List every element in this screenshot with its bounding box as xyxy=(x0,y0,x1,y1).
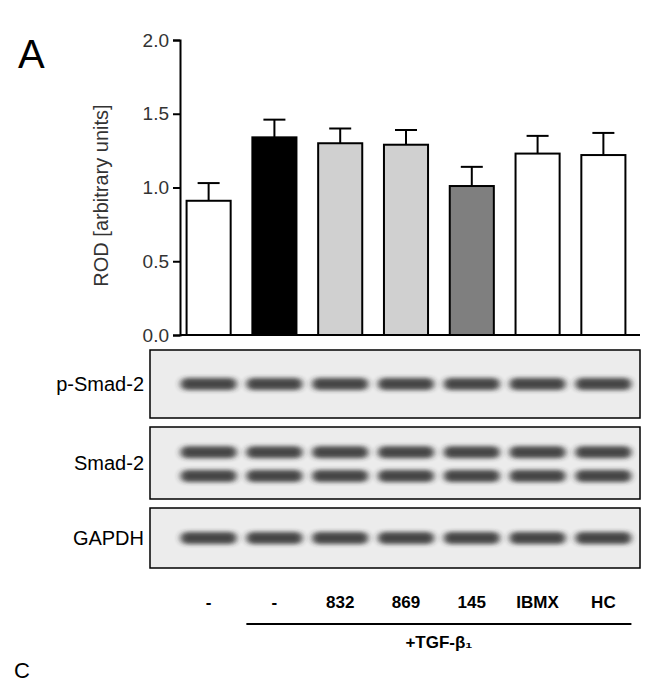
error-bar xyxy=(208,183,210,201)
y-tick-label: 1.5 xyxy=(143,103,169,124)
blot-band xyxy=(312,446,368,458)
blot-band xyxy=(246,470,302,482)
error-bar xyxy=(405,130,407,145)
blot-band xyxy=(444,378,500,390)
blot-band xyxy=(246,532,302,544)
error-cap xyxy=(329,128,351,130)
x-tick: - xyxy=(206,590,212,612)
blot-band xyxy=(444,470,500,482)
error-cap xyxy=(592,132,614,134)
x-tick: - xyxy=(272,590,278,612)
bar xyxy=(450,186,494,335)
x-tick-label: - xyxy=(206,593,212,612)
error-cap xyxy=(263,119,285,121)
blot-frame xyxy=(150,350,640,418)
x-tick: 145 xyxy=(458,590,486,612)
bars xyxy=(187,120,626,335)
error-bar xyxy=(602,133,604,155)
y-tick-label: 0.5 xyxy=(143,251,169,272)
error-cap xyxy=(461,166,483,168)
error-bar xyxy=(273,120,275,138)
bar xyxy=(516,154,560,335)
error-cap xyxy=(198,182,220,184)
y-tick-mark xyxy=(173,335,180,337)
x-tick-label: 832 xyxy=(326,593,354,612)
blot-band xyxy=(378,532,434,544)
blot-band xyxy=(378,446,434,458)
x-tick-label: IBMX xyxy=(516,593,559,612)
blot-band xyxy=(575,532,631,544)
figure: A 0.0 0.5 1.0 1.5 2.0 ROD [arbitrary units] p-S… xyxy=(0,0,650,682)
x-tick: 869 xyxy=(392,590,420,612)
x-tick: IBMX xyxy=(516,590,559,612)
blot-label: GAPDH xyxy=(73,527,144,549)
blot-band xyxy=(444,532,500,544)
blot-band xyxy=(510,446,566,458)
blot-label: p-Smad-2 xyxy=(56,373,144,395)
y-tick-mark xyxy=(173,40,180,42)
error-bar xyxy=(471,167,473,186)
blot-band xyxy=(246,446,302,458)
error-cap xyxy=(527,135,549,137)
y-axis: 0.0 0.5 1.0 1.5 2.0 xyxy=(143,30,181,346)
bar xyxy=(187,201,231,335)
x-tick-label: 869 xyxy=(392,593,420,612)
blot-band xyxy=(378,470,434,482)
error-bar xyxy=(339,129,341,144)
blot-band xyxy=(312,532,368,544)
y-tick-mark xyxy=(173,187,180,189)
bar xyxy=(252,137,296,335)
blot-band xyxy=(181,470,237,482)
blot-band xyxy=(575,378,631,390)
x-axis xyxy=(180,335,640,336)
group-line xyxy=(246,623,631,625)
blot-band xyxy=(246,378,302,390)
blot-band xyxy=(312,470,368,482)
blot-band xyxy=(444,446,500,458)
x-tick-label: 145 xyxy=(458,593,486,612)
y-tick-mark xyxy=(173,113,180,115)
bar xyxy=(384,145,428,335)
panel-label: A xyxy=(18,32,45,76)
y-tick-label: 2.0 xyxy=(143,30,169,51)
blot-band xyxy=(510,378,566,390)
blot-frame xyxy=(150,508,640,568)
y-tick-label: 1.0 xyxy=(143,177,169,198)
annotation: C xyxy=(14,658,30,682)
blot-band xyxy=(510,470,566,482)
y-tick: 1.5 xyxy=(143,103,180,124)
error-bar xyxy=(537,136,539,154)
blot-band xyxy=(575,446,631,458)
bar xyxy=(581,155,625,335)
blot-band xyxy=(181,532,237,544)
blot-band xyxy=(575,470,631,482)
error-cap xyxy=(395,129,417,131)
blot-label: Smad-2 xyxy=(74,452,144,474)
blot-band xyxy=(181,446,237,458)
blot-frame xyxy=(150,427,640,499)
blot-band xyxy=(378,378,434,390)
y-tick: 0.5 xyxy=(143,251,180,272)
x-tick-label: - xyxy=(272,593,278,612)
y-axis-title: ROD [arbitrary units] xyxy=(90,104,112,286)
group-label: +TGF-β₁ xyxy=(405,633,472,652)
bar xyxy=(318,143,362,335)
blot-band xyxy=(510,532,566,544)
y-tick: 2.0 xyxy=(143,30,180,51)
x-tick: HC xyxy=(591,590,616,612)
y-tick-mark xyxy=(173,261,180,263)
y-tick: 0.0 xyxy=(143,325,180,346)
y-tick-label: 0.0 xyxy=(143,325,169,346)
y-axis-line xyxy=(173,41,181,336)
y-tick: 1.0 xyxy=(143,177,180,198)
x-labels: - - 832 869 145 IBMX HC xyxy=(206,590,616,612)
x-tick: 832 xyxy=(326,590,354,612)
x-axis-line xyxy=(180,334,640,336)
blot-band xyxy=(312,378,368,390)
blot-band xyxy=(181,378,237,390)
x-tick-label: HC xyxy=(591,593,616,612)
